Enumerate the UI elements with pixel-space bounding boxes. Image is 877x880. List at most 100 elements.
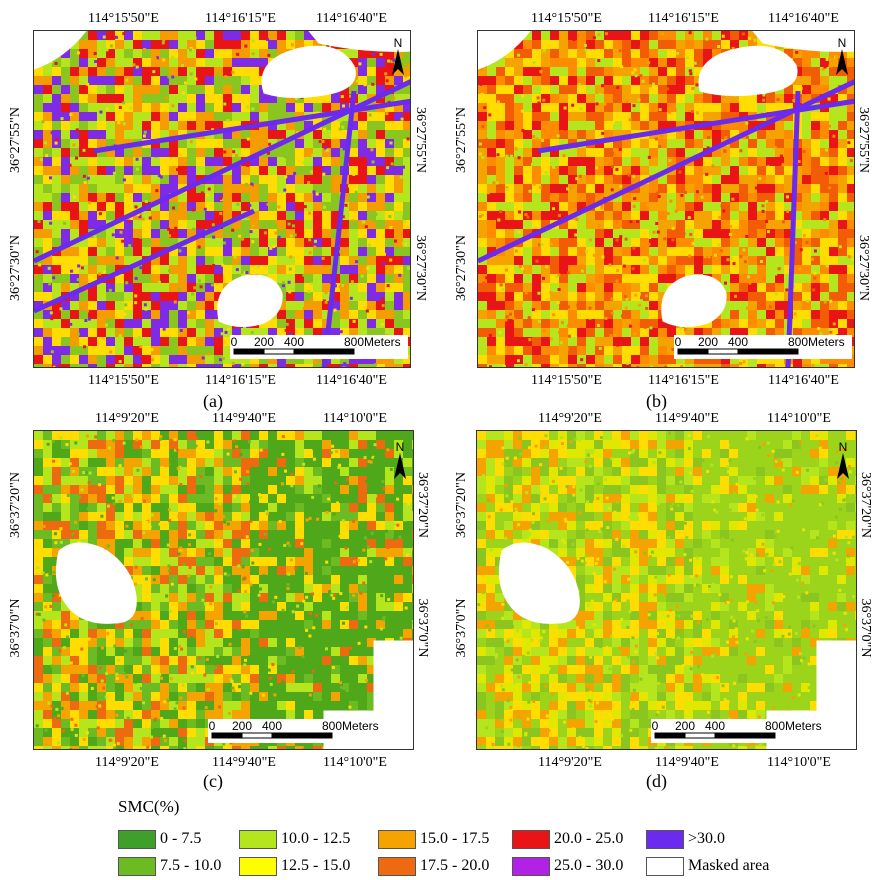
raster-speckle xyxy=(47,266,51,270)
raster-speckle xyxy=(289,234,293,238)
raster-cell xyxy=(766,238,775,247)
raster-cell xyxy=(151,202,160,211)
raster-speckle xyxy=(72,277,76,281)
raster-speckle xyxy=(94,60,98,64)
raster-cell xyxy=(124,49,133,58)
raster-cell xyxy=(766,130,775,139)
raster-cell xyxy=(613,40,622,49)
raster-speckle xyxy=(51,366,55,367)
raster-cell xyxy=(187,157,196,166)
raster-cell xyxy=(124,247,133,256)
raster-cell xyxy=(331,184,340,193)
raster-cell xyxy=(61,274,70,283)
raster-cell xyxy=(160,319,169,328)
raster-cell xyxy=(523,310,532,319)
raster-cell xyxy=(331,202,340,211)
raster-cell xyxy=(97,521,106,530)
raster-cell xyxy=(178,58,187,67)
raster-speckle xyxy=(139,266,143,270)
raster-cell xyxy=(358,175,367,184)
raster-cell xyxy=(268,256,277,265)
raster-cell xyxy=(775,166,784,175)
raster-speckle xyxy=(349,296,353,300)
raster-cell xyxy=(286,94,295,103)
raster-cell xyxy=(277,184,286,193)
raster-cell xyxy=(649,247,658,256)
raster-cell xyxy=(667,103,676,112)
raster-speckle xyxy=(364,225,368,229)
masked-area xyxy=(752,31,854,52)
raster-speckle xyxy=(496,100,500,104)
smc-map: N 0 200 400 800 Meters xyxy=(33,30,411,368)
raster-speckle xyxy=(139,76,143,80)
raster-cell xyxy=(142,485,151,494)
raster-cell xyxy=(748,121,757,130)
raster-cell xyxy=(775,130,784,139)
raster-cell xyxy=(649,265,658,274)
raster-speckle xyxy=(538,185,542,189)
raster-cell xyxy=(340,364,349,367)
raster-speckle xyxy=(524,213,528,217)
raster-cell xyxy=(640,238,649,247)
raster-cell xyxy=(331,220,340,229)
raster-cell xyxy=(259,548,268,557)
raster-cell xyxy=(577,310,586,319)
raster-cell xyxy=(757,220,766,229)
raster-cell xyxy=(775,292,784,301)
raster-cell xyxy=(748,274,757,283)
raster-cell xyxy=(568,49,577,58)
raster-cell xyxy=(286,476,295,485)
raster-cell xyxy=(286,458,295,467)
raster-cell xyxy=(766,310,775,319)
raster-cell xyxy=(514,157,523,166)
raster-cell xyxy=(304,458,313,467)
raster-cell xyxy=(586,31,595,40)
raster-cell xyxy=(241,40,250,49)
raster-cell xyxy=(133,184,142,193)
raster-cell xyxy=(385,328,394,337)
raster-cell xyxy=(223,130,232,139)
raster-cell xyxy=(577,238,586,247)
raster-cell xyxy=(496,166,505,175)
raster-cell xyxy=(106,283,115,292)
raster-cell xyxy=(187,530,196,539)
raster-cell xyxy=(550,256,559,265)
raster-cell xyxy=(241,485,250,494)
raster-speckle xyxy=(521,94,525,98)
raster-cell xyxy=(214,292,223,301)
raster-cell xyxy=(523,202,532,211)
raster-cell xyxy=(820,148,829,157)
raster-speckle xyxy=(142,48,146,52)
raster-cell xyxy=(88,94,97,103)
raster-cell xyxy=(550,229,559,238)
raster-speckle xyxy=(545,264,549,268)
raster-cell xyxy=(34,584,43,593)
raster-cell xyxy=(115,274,124,283)
raster-cell xyxy=(106,103,115,112)
raster-cell xyxy=(829,265,838,274)
raster-cell xyxy=(403,467,412,476)
raster-speckle xyxy=(563,127,567,131)
raster-cell xyxy=(376,211,385,220)
raster-speckle xyxy=(393,239,397,243)
raster-cell xyxy=(214,557,223,566)
raster-cell xyxy=(676,157,685,166)
raster-cell xyxy=(829,274,838,283)
raster-cell xyxy=(295,319,304,328)
raster-speckle xyxy=(135,65,139,69)
raster-cell xyxy=(730,130,739,139)
raster-speckle xyxy=(134,294,138,298)
raster-cell xyxy=(304,40,313,49)
raster-speckle xyxy=(799,86,803,90)
raster-cell xyxy=(376,238,385,247)
raster-cell xyxy=(124,346,133,355)
raster-cell xyxy=(151,184,160,193)
raster-cell xyxy=(349,310,358,319)
raster-cell xyxy=(487,202,496,211)
raster-cell xyxy=(604,346,613,355)
raster-speckle xyxy=(690,110,694,114)
raster-cell xyxy=(61,121,70,130)
raster-cell xyxy=(595,229,604,238)
raster-cell xyxy=(295,31,304,40)
raster-speckle xyxy=(724,135,728,139)
